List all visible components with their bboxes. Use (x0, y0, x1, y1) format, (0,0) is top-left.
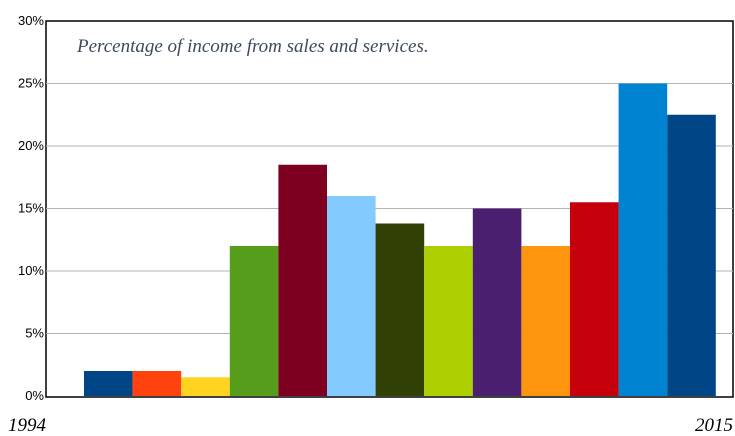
bar (278, 164, 327, 396)
y-tick-label: 20% (18, 138, 44, 153)
bar (424, 246, 473, 396)
bar (618, 83, 668, 396)
chart-title: Percentage of income from sales and serv… (76, 36, 429, 57)
bar (84, 371, 133, 396)
y-tick-labels: 0% 5% 10% 15% 20% 25% 30% (18, 13, 44, 403)
bar (181, 377, 230, 396)
y-tick-label: 0% (25, 388, 44, 403)
bar (229, 246, 279, 396)
bars (84, 83, 716, 396)
bar (521, 246, 570, 396)
bar (570, 202, 619, 396)
y-tick-label: 10% (18, 263, 44, 278)
y-tick-label: 5% (25, 326, 44, 341)
y-tick-label: 30% (18, 13, 44, 28)
x-end-label: 2015 (695, 415, 733, 436)
bar (667, 114, 716, 396)
x-start-label: 1994 (8, 415, 47, 436)
bar (327, 196, 376, 396)
bar (132, 371, 182, 396)
y-tick-label: 15% (18, 201, 44, 216)
y-tick-label: 25% (18, 76, 44, 91)
bar (472, 208, 522, 396)
bar (375, 223, 425, 396)
